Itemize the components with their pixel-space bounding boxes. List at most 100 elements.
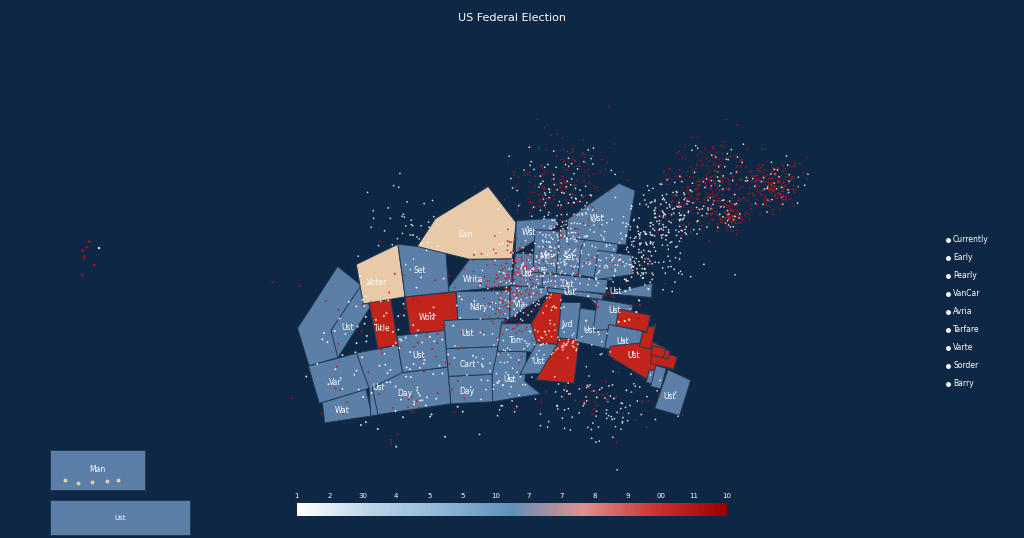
Polygon shape: [308, 352, 369, 404]
Point: [493, 280, 509, 288]
Point: [639, 392, 655, 401]
Point: [556, 386, 572, 394]
Point: [715, 213, 731, 221]
Point: [495, 381, 511, 390]
Point: [366, 214, 382, 223]
Point: [584, 242, 600, 250]
Point: [565, 228, 582, 237]
Point: [493, 228, 509, 237]
Point: [660, 165, 677, 173]
Point: [395, 210, 412, 218]
Point: [544, 297, 560, 306]
Polygon shape: [323, 389, 372, 423]
Point: [79, 243, 95, 252]
Polygon shape: [586, 284, 652, 298]
Point: [585, 419, 601, 427]
Point: [434, 369, 451, 378]
Point: [488, 305, 505, 313]
Point: [573, 332, 590, 341]
Point: [547, 372, 563, 381]
Point: [563, 224, 580, 233]
Point: [599, 414, 615, 423]
Point: [630, 270, 646, 278]
Point: [757, 198, 773, 207]
Point: [761, 171, 777, 179]
Point: [530, 334, 547, 343]
Point: [567, 224, 584, 232]
Point: [669, 188, 685, 197]
Point: [412, 297, 428, 306]
Point: [669, 202, 685, 211]
Point: [541, 247, 557, 256]
Point: [746, 182, 763, 190]
Point: [703, 176, 720, 185]
Point: [680, 167, 696, 176]
Point: [543, 233, 559, 242]
Point: [676, 200, 692, 209]
Point: [524, 298, 541, 306]
Point: [413, 273, 429, 282]
Point: [748, 199, 764, 208]
Point: [329, 363, 345, 371]
Point: [647, 197, 664, 206]
Point: [677, 194, 693, 202]
Point: [777, 164, 794, 173]
Point: [527, 202, 544, 211]
Point: [616, 317, 633, 325]
Point: [708, 153, 724, 161]
Point: [512, 200, 528, 209]
Point: [677, 221, 693, 230]
Point: [596, 236, 612, 244]
Point: [657, 269, 674, 278]
Point: [330, 306, 346, 314]
Point: [698, 223, 715, 231]
Point: [517, 337, 534, 345]
Point: [513, 290, 529, 299]
Point: [563, 250, 580, 258]
Point: [597, 377, 613, 386]
Point: [508, 302, 524, 310]
Point: [389, 430, 406, 438]
Point: [445, 408, 462, 417]
Point: [520, 251, 537, 259]
Point: [547, 244, 563, 252]
Point: [537, 212, 553, 221]
Point: [689, 209, 706, 217]
Point: [550, 333, 566, 342]
Point: [684, 187, 700, 196]
Point: [555, 226, 571, 235]
Point: [454, 343, 470, 352]
Point: [611, 238, 628, 247]
Polygon shape: [373, 367, 451, 415]
Point: [689, 144, 706, 153]
Point: [658, 198, 675, 207]
Point: [638, 200, 654, 209]
Point: [526, 340, 543, 349]
Point: [773, 183, 790, 192]
Point: [654, 241, 671, 250]
Point: [413, 222, 429, 230]
Point: [712, 186, 728, 195]
Point: [646, 207, 663, 215]
Point: [647, 415, 664, 424]
Point: [575, 401, 592, 410]
Polygon shape: [605, 324, 649, 353]
Point: [580, 280, 596, 289]
Point: [364, 298, 380, 307]
Point: [530, 346, 547, 355]
Point: [672, 237, 688, 246]
Point: [784, 173, 801, 181]
Point: [580, 381, 596, 390]
Point: [599, 398, 615, 406]
Point: [694, 161, 711, 170]
Point: [669, 199, 685, 208]
Point: [538, 190, 554, 199]
Point: [558, 288, 574, 297]
Point: [358, 337, 375, 346]
Point: [521, 208, 538, 217]
Point: [611, 368, 628, 377]
Point: [633, 271, 649, 280]
Point: [718, 185, 734, 193]
Point: [535, 170, 551, 179]
Point: [632, 261, 648, 270]
